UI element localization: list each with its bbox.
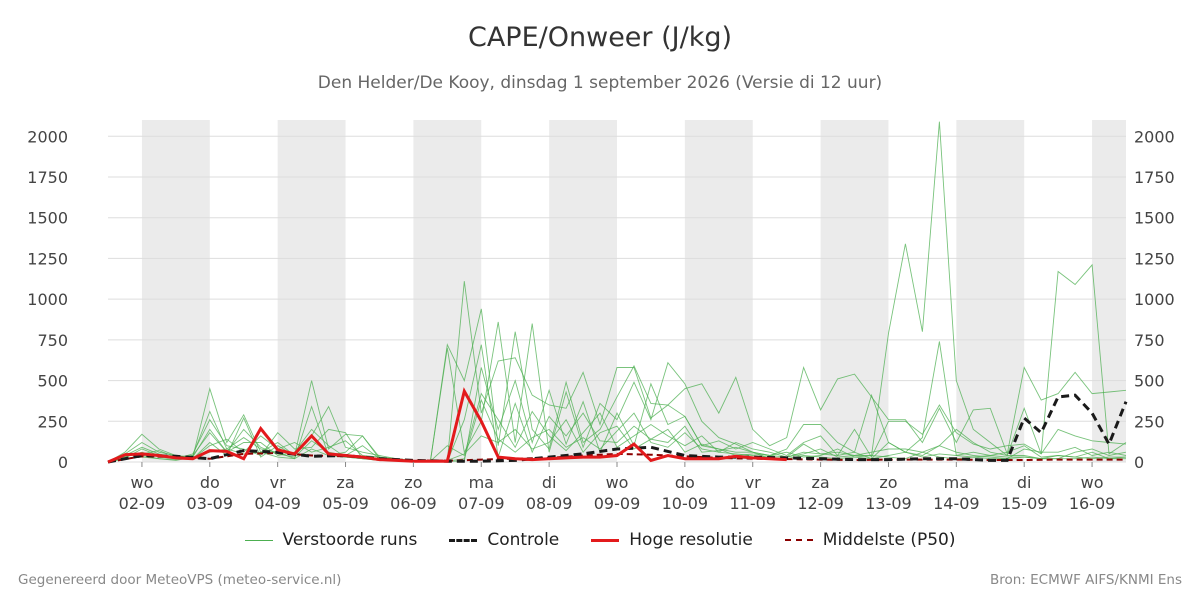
member-run-0 [107,281,1127,463]
x-tick-day-10-09: do [675,473,695,492]
x-tick-day-11-09: vr [745,473,761,492]
x-tick-day-16-09: wo [1081,473,1104,492]
x-tick-day-12-09: za [811,473,829,492]
y-tick-left-250: 250 [37,412,68,431]
legend-label-members: Verstoorde runs [282,530,418,550]
x-axis: wo 02-09 do 03-09 vr 04-09 za 05-09 zo 06-09 ma 07-… [119,462,1116,513]
x-tick-date-07-09: 07-09 [458,494,505,513]
control-line [107,393,1128,464]
day-band-3 [549,120,617,462]
x-tick-date-04-09: 04-09 [254,494,301,513]
legend-swatch-control [449,538,478,542]
y-tick-left-1500: 1500 [27,209,68,228]
x-tick-day-15-09: di [1017,473,1032,492]
day-band-5 [820,120,889,462]
legend-label-control: Controle [487,530,560,550]
member-run-4 [107,344,1127,463]
footer-source: Bron: ECMWF AIFS/KNMI Ens [989,572,1182,588]
y-tick-left-750: 750 [37,331,68,350]
x-tick-date-13-09: 13-09 [865,494,912,513]
x-tick-day-08-09: di [542,473,557,492]
legend-item-hires[interactable]: Hoge resolutie [591,530,753,550]
y-tick-right-500: 500 [1134,372,1165,391]
x-tick-date-02-09: 02-09 [119,494,166,513]
x-tick-day-04-09: vr [270,473,286,492]
y-tick-right-0: 0 [1134,453,1144,472]
day-band-0 [141,120,210,462]
day-band-4 [684,120,753,462]
legend-swatch-p50 [784,539,813,541]
x-tick-date-06-09: 06-09 [390,494,437,513]
x-tick-day-07-09: ma [469,473,494,492]
x-tick-date-12-09: 12-09 [797,494,844,513]
hires-line [107,387,787,464]
x-tick-date-14-09: 14-09 [933,494,980,513]
x-tick-day-14-09: ma [944,473,969,492]
legend-swatch-members [244,539,273,541]
y-axis-right: 0 250 500 750 1000 1250 1500 1750 2000 [1134,127,1175,472]
legend-swatch-hires [591,538,620,542]
y-tick-left-1250: 1250 [27,249,68,268]
x-tick-day-09-09: wo [606,473,629,492]
x-tick-day-02-09: wo [130,473,153,492]
control-series-line [107,393,1128,464]
x-tick-day-06-09: zo [404,473,422,492]
y-axis-left: 0 250 500 750 1000 1250 1500 1750 2000 [27,127,68,472]
member-run-3 [107,367,1127,463]
y-tick-right-1500: 1500 [1134,209,1175,228]
chart-title: CAPE/Onweer (J/kg) [467,22,732,53]
x-tick-date-10-09: 10-09 [662,494,709,513]
x-tick-day-03-09: do [200,473,220,492]
day-shading-bands [141,120,1126,462]
chart-subtitle: Den Helder/De Kooy, dinsdag 1 september … [317,73,883,93]
y-tick-left-2000: 2000 [27,127,68,146]
legend-item-control[interactable]: Controle [449,530,559,550]
y-tick-right-2000: 2000 [1134,127,1175,146]
hires-series-line [107,387,787,464]
day-band-2 [413,120,482,462]
x-tick-date-11-09: 11-09 [729,494,776,513]
legend-item-members[interactable]: Verstoorde runs [244,530,418,550]
y-tick-right-750: 750 [1134,331,1165,350]
y-tick-left-500: 500 [37,372,68,391]
day-band-1 [277,120,346,462]
x-tick-date-05-09: 05-09 [322,494,369,513]
chart-legend: Verstoorde runs Controle Hoge resolutie … [0,530,1200,550]
y-tick-right-1000: 1000 [1134,290,1175,309]
footer-generated-by: Gegenereerd door MeteoVPS (meteo-service… [18,572,342,588]
x-tick-date-16-09: 16-09 [1069,494,1116,513]
x-tick-date-03-09: 03-09 [187,494,234,513]
x-tick-day-05-09: za [336,473,354,492]
legend-label-p50: Middelste (P50) [822,530,956,550]
y-tick-right-1750: 1750 [1134,168,1175,187]
y-tick-right-1250: 1250 [1134,249,1175,268]
y-tick-left-1000: 1000 [27,290,68,309]
x-tick-day-13-09: zo [879,473,897,492]
x-tick-date-09-09: 09-09 [594,494,641,513]
x-tick-date-08-09: 08-09 [526,494,573,513]
legend-item-p50[interactable]: Middelste (P50) [784,530,956,550]
x-tick-date-15-09: 15-09 [1001,494,1048,513]
legend-label-hires: Hoge resolutie [629,530,753,550]
y-tick-right-250: 250 [1134,412,1165,431]
y-tick-left-1750: 1750 [27,168,68,187]
y-tick-left-0: 0 [58,453,68,472]
